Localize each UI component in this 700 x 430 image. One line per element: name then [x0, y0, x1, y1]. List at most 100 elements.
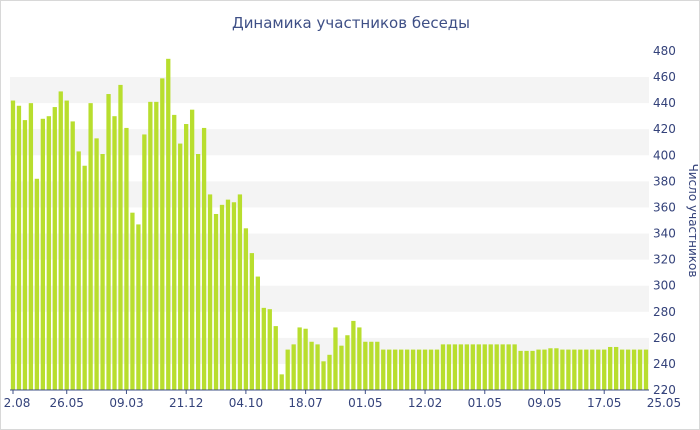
y-tick-label: 480: [653, 44, 676, 58]
bar: [225, 199, 231, 390]
y-tick-label: 420: [653, 122, 676, 136]
bar: [28, 103, 34, 391]
bar: [178, 143, 183, 390]
bar: [446, 344, 452, 390]
bar: [458, 344, 464, 390]
y-tick-label: 380: [653, 174, 676, 188]
bar: [578, 349, 583, 390]
x-tick-label: 18.07: [288, 396, 322, 410]
bar: [554, 348, 559, 390]
bar: [154, 101, 159, 390]
bar: [231, 202, 237, 390]
bar: [22, 120, 28, 390]
bar: [118, 84, 123, 391]
bar: [124, 127, 129, 391]
bar: [608, 346, 613, 390]
bar: [142, 134, 147, 390]
x-tick-label: 09.03: [109, 396, 143, 410]
chart-title: Динамика участников беседы: [232, 14, 470, 32]
x-tick-label: 12.02: [408, 396, 442, 410]
x-tick-label: 25.05: [647, 396, 681, 410]
bar: [434, 349, 440, 390]
bar: [160, 78, 165, 390]
y-tick-label: 360: [653, 201, 676, 215]
bar: [64, 100, 69, 391]
x-tick-label: 04.10: [229, 396, 263, 410]
bar: [488, 344, 493, 390]
bar: [172, 114, 177, 390]
bar: [566, 349, 571, 390]
bar: [249, 253, 255, 390]
bar: [243, 228, 249, 390]
bar: [237, 194, 243, 390]
bar: [351, 320, 356, 390]
bar: [404, 349, 410, 390]
bar: [195, 154, 201, 390]
x-tick-label: 2.08: [4, 396, 31, 410]
bar: [482, 344, 487, 390]
bar: [422, 349, 428, 390]
bar: [363, 341, 368, 390]
bar: [213, 213, 219, 390]
bar: [387, 349, 392, 390]
bar: [100, 154, 105, 390]
bar: [339, 345, 344, 390]
bar: [631, 349, 637, 390]
bar: [500, 344, 505, 390]
y-tick-label: 440: [653, 96, 676, 110]
bar: [255, 276, 260, 390]
bar: [596, 349, 601, 390]
bar: [512, 344, 517, 390]
bar: [542, 349, 547, 390]
y-tick-label: 460: [653, 70, 676, 84]
y-tick-label: 320: [653, 253, 676, 267]
bar: [10, 100, 16, 391]
bar: [375, 341, 380, 390]
x-tick-label: 17.05: [587, 396, 621, 410]
bar: [315, 344, 320, 390]
bar: [136, 224, 141, 390]
bar: [52, 107, 57, 390]
bar: [643, 349, 649, 390]
bar: [476, 344, 481, 390]
y-axis-label: Число участников: [686, 164, 699, 278]
bar: [112, 116, 117, 390]
bar: [297, 327, 302, 390]
bar: [452, 344, 458, 390]
grid-band: [10, 233, 649, 260]
y-tick-label: 340: [653, 227, 676, 241]
bar: [428, 349, 434, 390]
y-tick-label: 220: [653, 383, 676, 397]
grid-bands: [10, 77, 649, 364]
bars: [10, 58, 649, 391]
bar: [614, 346, 619, 390]
bar: [201, 127, 207, 391]
x-tick-labels: 2.08 26.05 09.03 21.12 04.10 18.07 01.05 12.02 0…: [4, 390, 681, 410]
x-tick-label: 09.05: [527, 396, 561, 410]
bar: [506, 344, 511, 390]
bar: [46, 116, 51, 390]
bar: [333, 327, 338, 390]
bar: [267, 309, 272, 390]
bar: [625, 349, 631, 390]
bar: [399, 349, 404, 390]
grid-band: [10, 77, 649, 104]
y-tick-label: 280: [653, 305, 676, 319]
bar: [40, 118, 45, 391]
x-tick-label: 26.05: [50, 396, 84, 410]
bar: [590, 349, 595, 390]
bar: [82, 165, 87, 390]
bar: [34, 178, 40, 390]
bar: [106, 94, 111, 390]
bar: [321, 361, 326, 390]
bar: [619, 349, 625, 390]
y-tick-labels: 220 240 260 280 300 320 340 360 380 400 420 440 460 4…: [653, 44, 676, 397]
grid-band: [10, 285, 649, 312]
bar: [285, 349, 290, 390]
grid-band: [10, 129, 649, 156]
grid-band: [10, 181, 649, 208]
bar: [189, 109, 195, 391]
bar: [518, 350, 523, 390]
